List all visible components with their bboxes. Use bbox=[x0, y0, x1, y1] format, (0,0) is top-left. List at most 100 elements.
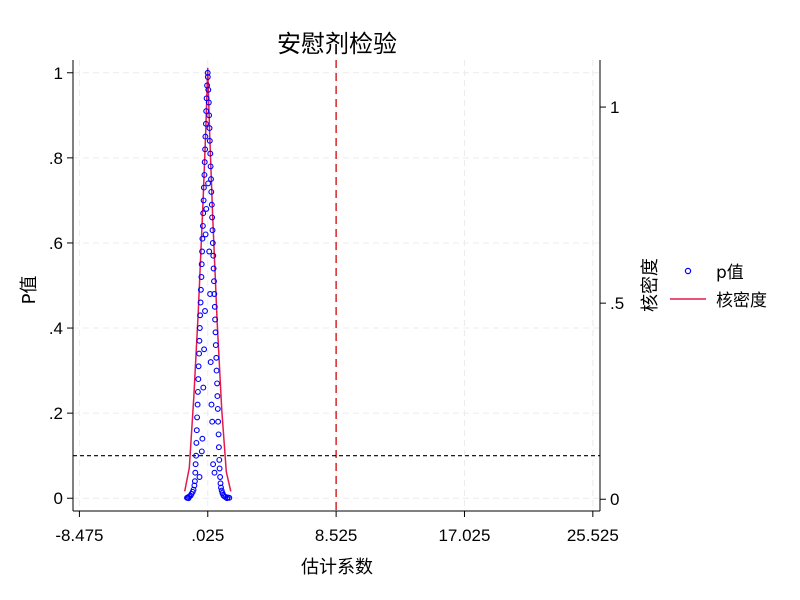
p-value-point bbox=[214, 405, 221, 412]
p-value-point bbox=[207, 291, 214, 297]
legend-marker-pvalue bbox=[684, 267, 692, 275]
p-value-point bbox=[210, 252, 217, 259]
p-value-point bbox=[198, 261, 205, 268]
p-value-point bbox=[224, 495, 230, 502]
p-value-point bbox=[202, 120, 209, 127]
p-value-point bbox=[199, 435, 206, 442]
p-value-point bbox=[194, 414, 201, 421]
p-value-series bbox=[184, 69, 233, 502]
y-left-tick-label: 1 bbox=[54, 64, 63, 83]
y-right-tick-label: 0 bbox=[610, 490, 619, 509]
y-left-tick-label: 0 bbox=[54, 489, 63, 508]
p-value-point bbox=[213, 367, 220, 374]
p-value-point bbox=[200, 197, 207, 204]
y-axis-left-ticks: 0 .2 .4 .6 .8 1 bbox=[49, 64, 73, 508]
y-axis-left-label: P值 bbox=[19, 276, 40, 305]
p-value-point bbox=[193, 439, 200, 446]
legend: p值 核密度 bbox=[670, 263, 767, 311]
p-value-point bbox=[207, 150, 214, 157]
y-left-tick-label: .6 bbox=[49, 234, 63, 253]
p-value-point bbox=[201, 171, 208, 178]
legend-label-density: 核密度 bbox=[716, 291, 767, 311]
p-value-point bbox=[199, 222, 206, 229]
p-value-point bbox=[209, 227, 216, 234]
p-value-point bbox=[206, 112, 213, 119]
x-tick-label: .025 bbox=[191, 526, 224, 545]
p-value-point bbox=[185, 495, 192, 502]
y-axis-right-ticks: 0.51 bbox=[600, 98, 624, 509]
x-axis-label: 估计系数 bbox=[301, 557, 373, 578]
y-right-tick-label: .5 bbox=[610, 294, 624, 313]
p-value-point bbox=[202, 231, 209, 238]
p-value-point bbox=[200, 384, 207, 391]
p-value-point bbox=[212, 316, 219, 323]
p-value-point bbox=[208, 201, 215, 208]
p-value-point bbox=[196, 325, 203, 331]
p-value-point bbox=[218, 484, 224, 491]
p-value-point bbox=[195, 376, 202, 383]
p-value-point bbox=[200, 210, 207, 217]
y-axis-right-label: 核密度 bbox=[640, 258, 661, 312]
p-value-point bbox=[194, 401, 201, 408]
p-value-point bbox=[209, 418, 216, 425]
p-value-point bbox=[203, 205, 210, 212]
p-value-point bbox=[215, 431, 222, 438]
p-value-point bbox=[203, 108, 210, 115]
p-value-point bbox=[209, 214, 216, 221]
p-value-point bbox=[193, 427, 200, 434]
kernel-density-series bbox=[183, 67, 232, 492]
p-value-point bbox=[226, 494, 233, 501]
p-value-point bbox=[210, 461, 217, 468]
p-value-point bbox=[205, 180, 212, 187]
p-value-point bbox=[216, 456, 223, 463]
x-tick-label: 8.525 bbox=[315, 526, 358, 545]
y-left-tick-label: .2 bbox=[49, 404, 63, 423]
p-value-point bbox=[194, 388, 201, 395]
x-tick-label: 17.025 bbox=[438, 526, 490, 545]
p-value-point bbox=[197, 312, 204, 319]
p-value-point bbox=[213, 354, 220, 361]
p-value-point bbox=[205, 99, 212, 106]
p-value-point bbox=[196, 337, 203, 344]
x-tick-label: -8.475 bbox=[55, 526, 103, 545]
p-value-point bbox=[208, 401, 215, 408]
p-value-point bbox=[199, 235, 206, 242]
p-value-point bbox=[204, 69, 211, 76]
p-value-point bbox=[212, 342, 219, 349]
p-value-point bbox=[215, 444, 222, 451]
p-value-point bbox=[196, 350, 203, 357]
p-value-point bbox=[199, 248, 206, 255]
x-tick-label: 25.525 bbox=[567, 526, 619, 545]
p-value-point bbox=[208, 176, 214, 183]
p-value-point bbox=[201, 346, 208, 353]
p-value-point bbox=[202, 133, 209, 140]
reference-lines bbox=[73, 60, 600, 511]
p-value-point bbox=[202, 308, 208, 314]
p-value-point bbox=[206, 248, 213, 255]
p-value-point bbox=[198, 448, 205, 455]
p-value-point bbox=[211, 469, 218, 476]
p-value-point bbox=[217, 474, 224, 480]
p-value-point bbox=[211, 278, 217, 285]
p-value-point bbox=[211, 291, 218, 297]
p-value-point bbox=[197, 286, 204, 293]
p-value-point bbox=[215, 418, 222, 425]
p-value-point bbox=[200, 184, 207, 191]
p-value-point bbox=[204, 74, 211, 80]
p-value-point bbox=[222, 494, 229, 500]
p-value-point bbox=[212, 329, 219, 336]
x-axis-ticks: -8.475 .025 8.525 17.025 25.525 bbox=[55, 511, 619, 545]
p-value-point bbox=[206, 125, 213, 132]
p-value-point bbox=[202, 146, 209, 153]
p-value-point bbox=[206, 137, 213, 144]
p-value-point bbox=[211, 303, 218, 310]
p-value-point bbox=[201, 159, 208, 166]
y-left-tick-label: .8 bbox=[49, 149, 63, 168]
p-value-point bbox=[192, 469, 199, 476]
p-value-point bbox=[195, 363, 202, 370]
p-value-point bbox=[214, 393, 221, 400]
p-value-point bbox=[216, 465, 223, 472]
p-value-point bbox=[208, 188, 215, 195]
p-value-point bbox=[205, 86, 212, 93]
